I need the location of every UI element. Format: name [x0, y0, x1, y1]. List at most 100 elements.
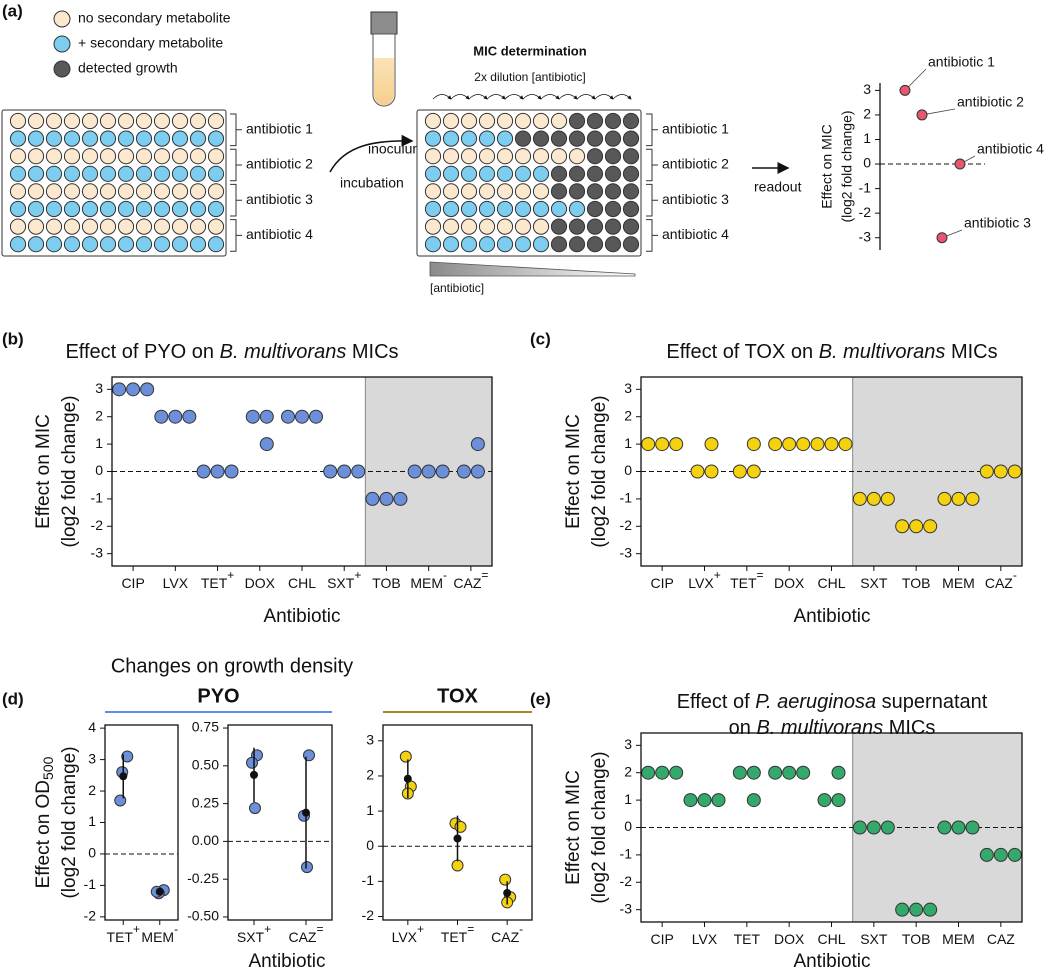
category-superscript: - [174, 922, 178, 936]
x-tick-label: LVX [163, 575, 189, 591]
well [189, 200, 207, 218]
title-part: P. aeruginosa [755, 691, 876, 713]
group-label: TOX [437, 685, 478, 707]
point [866, 820, 881, 835]
category-superscript: - [519, 922, 523, 936]
legend-label: detected growth [78, 60, 178, 76]
point [365, 491, 380, 506]
point [951, 491, 966, 506]
well [45, 112, 63, 130]
point [831, 765, 846, 780]
point [899, 84, 911, 96]
plot-frame [111, 376, 493, 567]
leader-line [921, 108, 956, 116]
point [746, 793, 761, 808]
legend-swatch [53, 10, 71, 28]
y-tick-label: 2 [95, 407, 103, 423]
well [586, 236, 604, 253]
point [154, 409, 169, 424]
panel-label: (e) [530, 689, 551, 708]
plate-row-label: antibiotic 1 [662, 121, 729, 137]
well [9, 165, 27, 182]
bracket [646, 183, 658, 217]
x-tick-label: CAZ= [453, 568, 488, 591]
category-name: MEM [141, 929, 174, 945]
well [586, 148, 604, 165]
category-superscript: = [467, 922, 474, 936]
point [295, 409, 309, 424]
well [207, 218, 225, 235]
well [604, 130, 622, 147]
y-axis-label-text: Effect on MIC [563, 770, 584, 885]
group-label: PYO [197, 685, 239, 707]
point [121, 750, 134, 763]
x-tick-label: SXT [860, 931, 888, 947]
well [550, 218, 568, 235]
x-tick-label: CAZ [987, 931, 1015, 947]
category-name: TOB [902, 931, 931, 947]
panel-label: (d) [2, 689, 24, 708]
x-tick-label: CIP [650, 575, 673, 591]
well [207, 112, 225, 130]
x-tick-label: CAZ- [985, 568, 1017, 591]
point [852, 820, 867, 835]
plate-row-label: antibiotic 3 [662, 191, 729, 207]
well [514, 183, 532, 200]
point [732, 765, 747, 780]
y-tick-label: -1 [620, 846, 633, 862]
panel-label: (a) [2, 1, 23, 20]
well [171, 112, 189, 130]
plate-row-label: antibiotic 3 [246, 191, 313, 207]
title-part: MICs [346, 341, 398, 363]
well [568, 236, 586, 253]
well [532, 112, 550, 130]
y-tick-label: 0 [863, 155, 871, 171]
x-tick-label: MEM- [141, 922, 178, 945]
well [424, 200, 442, 218]
dilution-arrow [594, 94, 614, 100]
well [9, 148, 27, 165]
category-name: CAZ [491, 929, 519, 945]
bracket [230, 113, 242, 147]
step-label: incubation [340, 175, 404, 191]
point [768, 765, 783, 780]
point [114, 794, 127, 807]
point [112, 382, 127, 397]
well [189, 165, 207, 182]
well [586, 112, 604, 130]
mean [302, 808, 310, 817]
point [309, 409, 323, 424]
well [622, 183, 640, 200]
well [27, 112, 45, 130]
well [27, 130, 45, 147]
mean [250, 770, 258, 779]
well [63, 236, 81, 253]
category-superscript: - [443, 568, 447, 582]
well [460, 236, 478, 253]
point [210, 464, 225, 479]
well [568, 130, 586, 147]
category-name: DOX [774, 931, 805, 947]
y-tick-label: 2 [863, 106, 871, 122]
well [568, 200, 586, 218]
well [207, 130, 225, 147]
category-name: CAZ [453, 575, 481, 591]
point [224, 464, 239, 479]
plate-row-label: antibiotic 2 [662, 156, 729, 172]
well [550, 165, 568, 182]
plot-frame [382, 724, 533, 921]
plot-frame [640, 376, 1023, 567]
x-tick-label: CHL [288, 575, 316, 591]
well [99, 218, 117, 235]
well [424, 165, 442, 182]
well [532, 165, 550, 182]
title-part: Effect of PYO on [65, 341, 219, 363]
dilution-arrow [504, 94, 524, 100]
point [249, 802, 261, 815]
y-tick-label: 0 [624, 462, 632, 478]
well [478, 183, 496, 200]
well [622, 148, 640, 165]
well [171, 183, 189, 200]
x-tick-label: TET+ [107, 922, 140, 945]
